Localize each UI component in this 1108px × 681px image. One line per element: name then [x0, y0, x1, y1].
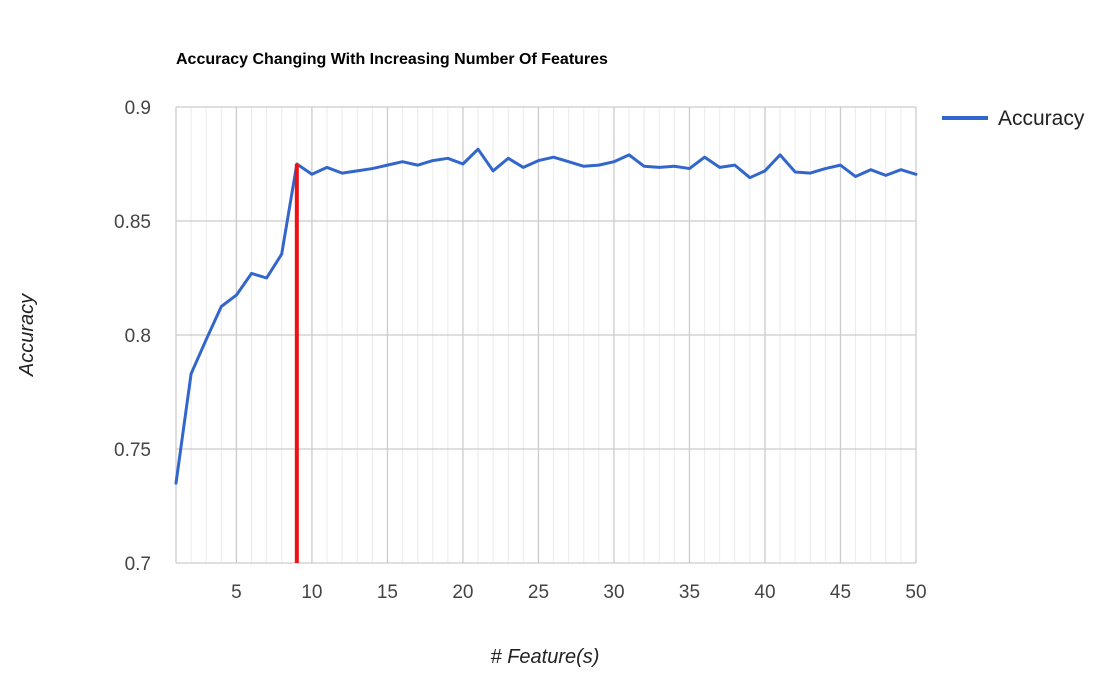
legend: Accuracy — [942, 107, 1085, 130]
legend-label-accuracy: Accuracy — [998, 107, 1085, 130]
grid-lines — [175, 106, 917, 564]
x-tick-label: 40 — [754, 582, 775, 603]
accuracy-series-line — [174, 147, 918, 485]
x-tick-label: 25 — [528, 582, 549, 603]
y-tick-label: 0.9 — [125, 98, 151, 119]
y-tick-labels: 0.7 0.75 0.8 0.85 0.9 — [114, 98, 151, 575]
chart-title: Accuracy Changing With Increasing Number… — [176, 51, 608, 68]
x-tick-labels: 5 10 15 20 25 30 35 40 45 50 — [231, 582, 926, 603]
x-tick-label: 20 — [452, 582, 473, 603]
y-tick-label: 0.7 — [125, 554, 151, 575]
x-tick-label: 35 — [679, 582, 700, 603]
x-axis-title: # Feature(s) — [491, 646, 600, 668]
y-tick-label: 0.85 — [114, 212, 151, 233]
x-tick-label: 15 — [377, 582, 398, 603]
x-tick-label: 5 — [231, 582, 242, 603]
x-tick-label: 10 — [301, 582, 322, 603]
x-tick-label: 50 — [905, 582, 926, 603]
y-axis-title: Accuracy — [16, 293, 38, 377]
x-tick-label: 30 — [603, 582, 624, 603]
y-tick-label: 0.75 — [114, 440, 151, 461]
y-tick-label: 0.8 — [125, 326, 151, 347]
x-tick-label: 45 — [830, 582, 851, 603]
